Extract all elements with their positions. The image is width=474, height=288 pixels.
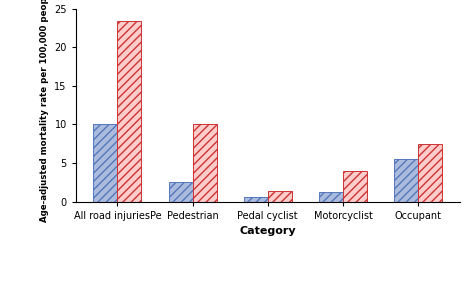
Bar xyxy=(244,197,268,202)
Legend: Developed countries, Developing countries: Developed countries, Developing countrie… xyxy=(136,287,400,288)
X-axis label: Category: Category xyxy=(239,226,296,236)
Bar xyxy=(268,191,292,202)
Bar xyxy=(192,124,217,202)
Bar xyxy=(118,21,141,202)
Bar xyxy=(93,124,118,202)
Bar xyxy=(418,144,442,202)
Bar xyxy=(343,171,367,202)
Y-axis label: Age-adjusted mortality rate per 100,000 people: Age-adjusted mortality rate per 100,000 … xyxy=(40,0,49,222)
Bar xyxy=(319,192,343,202)
Bar xyxy=(169,181,192,202)
Bar xyxy=(394,159,418,202)
